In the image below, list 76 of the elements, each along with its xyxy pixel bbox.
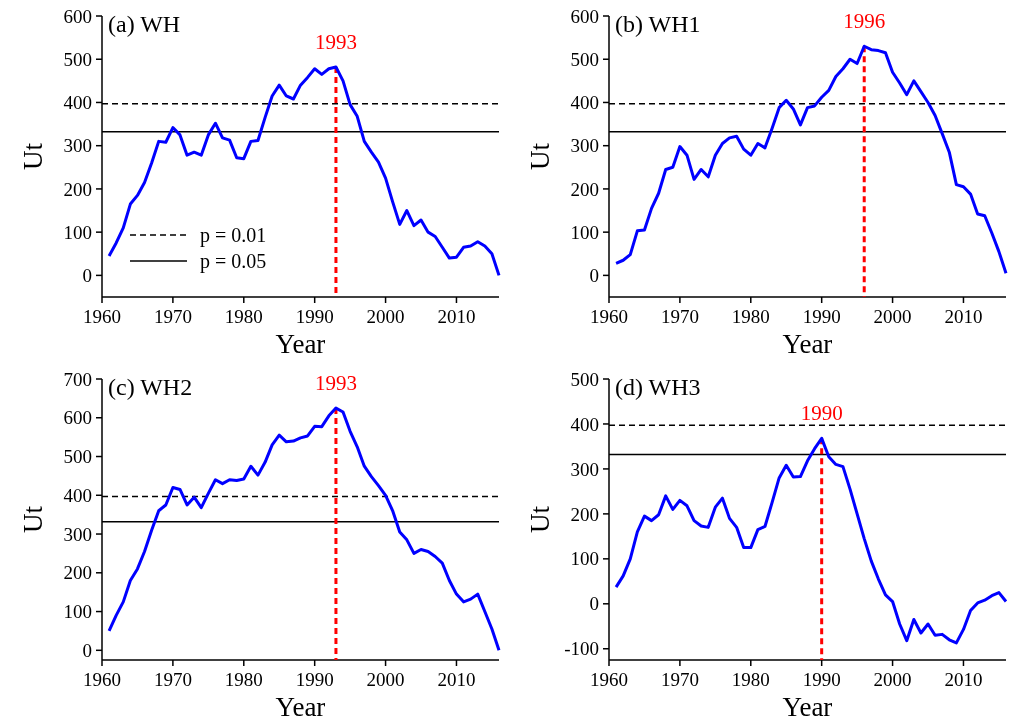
y-tick-label: 400 bbox=[63, 484, 92, 506]
x-tick-label: 2000 bbox=[366, 669, 405, 690]
y-tick-label: 300 bbox=[63, 135, 92, 157]
y-tick-label: 0 bbox=[82, 265, 92, 287]
line-series bbox=[614, 436, 1008, 645]
x-tick-label: 2010 bbox=[437, 306, 476, 327]
y-tick-label: 0 bbox=[589, 593, 599, 615]
y-tick-label: 100 bbox=[63, 221, 92, 243]
y-tick-label: 600 bbox=[63, 5, 92, 27]
annotation: p = 0.05 bbox=[200, 250, 267, 273]
chart-title: (c) WH2 bbox=[108, 374, 193, 400]
x-tick-label: 1960 bbox=[590, 669, 628, 690]
x-tick-label: 1990 bbox=[802, 306, 841, 327]
y-tick-label: 500 bbox=[570, 368, 599, 390]
x-tick-label: 1990 bbox=[295, 669, 334, 690]
y-tick-label: 200 bbox=[63, 562, 92, 584]
annotation: p = 0.01 bbox=[200, 224, 267, 247]
x-tick-label: 2010 bbox=[944, 669, 983, 690]
y-tick-label: 300 bbox=[570, 135, 599, 157]
x-tick-label: 2010 bbox=[944, 306, 983, 327]
key-box: p = 0.01 p = 0.05 bbox=[129, 224, 267, 272]
x-tick-label: 1990 bbox=[295, 306, 334, 327]
x-tick-label: 1970 bbox=[153, 306, 192, 327]
ref-line-label: 1993 bbox=[314, 371, 357, 396]
y-tick-label: 500 bbox=[63, 446, 92, 468]
y-tick-label: 200 bbox=[570, 178, 599, 200]
y-axis-title: Ut bbox=[525, 142, 555, 170]
line-series bbox=[614, 44, 1008, 275]
y-axis-title: Ut bbox=[525, 505, 555, 533]
y-tick-label: 0 bbox=[82, 639, 92, 661]
y-tick-label: 300 bbox=[570, 458, 599, 480]
x-tick-label: 1980 bbox=[731, 306, 770, 327]
x-tick-label: 2000 bbox=[873, 306, 912, 327]
y-tick-label: 100 bbox=[570, 221, 599, 243]
y-tick-label: 200 bbox=[570, 503, 599, 525]
ref-line-label: 1993 bbox=[314, 30, 357, 55]
x-axis-title: Year bbox=[782, 329, 833, 359]
y-tick-label: 300 bbox=[63, 523, 92, 545]
x-tick-label: 1960 bbox=[83, 306, 121, 327]
x-tick-label: 1970 bbox=[153, 669, 192, 690]
y-tick-label: 0 bbox=[589, 265, 599, 287]
line-series bbox=[107, 65, 501, 277]
x-axis-title: Year bbox=[782, 692, 833, 722]
y-axis-title: Ut bbox=[18, 142, 48, 170]
x-tick-label: 1960 bbox=[83, 669, 121, 690]
ref-line-label: 1996 bbox=[843, 9, 886, 34]
x-axis-title: Year bbox=[275, 692, 326, 722]
y-tick-label: 400 bbox=[63, 92, 92, 114]
y-tick-label: 200 bbox=[63, 178, 92, 200]
x-tick-label: 1960 bbox=[590, 306, 628, 327]
x-tick-label: 2000 bbox=[873, 669, 912, 690]
y-tick-label: 400 bbox=[570, 413, 599, 435]
y-tick-label: -100 bbox=[564, 638, 599, 660]
x-tick-label: 1970 bbox=[660, 306, 699, 327]
y-tick-label: 700 bbox=[63, 368, 92, 390]
y-tick-label: 600 bbox=[63, 407, 92, 429]
y-axis-title: Ut bbox=[18, 505, 48, 533]
y-tick-label: 500 bbox=[63, 48, 92, 70]
x-tick-label: 1980 bbox=[731, 669, 770, 690]
chart-title: (b) WH1 bbox=[615, 11, 701, 37]
ref-line-label: 1990 bbox=[800, 401, 843, 426]
y-tick-label: 100 bbox=[63, 601, 92, 623]
y-tick-label: 500 bbox=[570, 48, 599, 70]
y-tick-label: 100 bbox=[570, 548, 599, 570]
x-tick-label: 1990 bbox=[802, 669, 841, 690]
x-tick-label: 1980 bbox=[224, 669, 263, 690]
chart-title: (d) WH3 bbox=[615, 374, 701, 400]
x-tick-label: 1970 bbox=[660, 669, 699, 690]
y-tick-label: 600 bbox=[570, 5, 599, 27]
x-tick-label: 2010 bbox=[437, 669, 476, 690]
x-axis-title: Year bbox=[275, 329, 326, 359]
y-tick-label: 400 bbox=[570, 92, 599, 114]
line-series bbox=[107, 406, 501, 652]
x-tick-label: 1980 bbox=[224, 306, 263, 327]
x-tick-label: 2000 bbox=[366, 306, 405, 327]
chart-title: (a) WH bbox=[108, 11, 181, 37]
